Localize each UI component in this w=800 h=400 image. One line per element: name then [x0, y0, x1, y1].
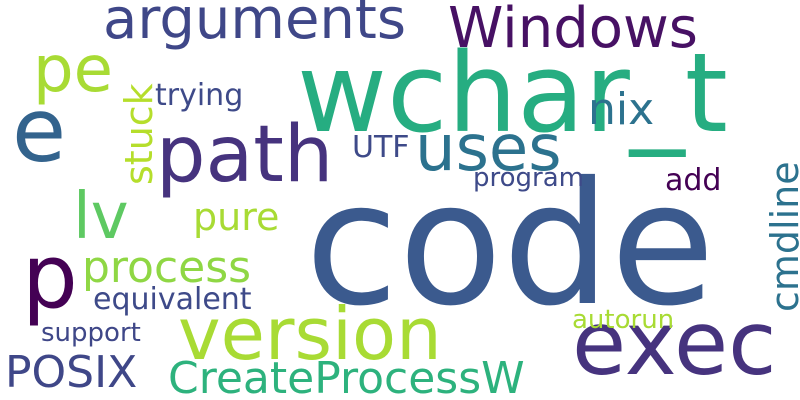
word-add: add — [665, 163, 722, 198]
word-version: version — [178, 292, 442, 376]
word-stuck: stuck — [117, 83, 161, 185]
word-windows: Windows — [448, 0, 698, 61]
word-support: support — [41, 318, 141, 348]
word-autorun: autorun — [572, 305, 675, 335]
word-code: code — [305, 146, 715, 344]
word-createprocessw: CreateProcessW — [168, 353, 525, 400]
word-wchar-t: wchar_t — [297, 29, 728, 157]
word-equivalent: equivalent — [93, 282, 252, 317]
word-utf: UTF — [352, 130, 410, 165]
word-cmdline: cmdline — [763, 161, 800, 312]
word-pe: pe — [33, 33, 113, 107]
word-pure: pure — [193, 195, 280, 239]
word-lv: lv — [73, 180, 129, 254]
word-trying: trying — [155, 78, 244, 113]
word-arguments: arguments — [103, 0, 407, 52]
word-nix: nix — [588, 84, 655, 135]
word-e: e — [12, 79, 67, 182]
word-posix: POSIX — [5, 347, 138, 398]
word-p: p — [22, 225, 78, 328]
word-exec: exec — [572, 292, 777, 395]
word-path: path — [156, 110, 334, 200]
word-process: process — [82, 242, 252, 293]
word-program: program — [473, 163, 584, 193]
word-uses: uses — [415, 112, 562, 186]
